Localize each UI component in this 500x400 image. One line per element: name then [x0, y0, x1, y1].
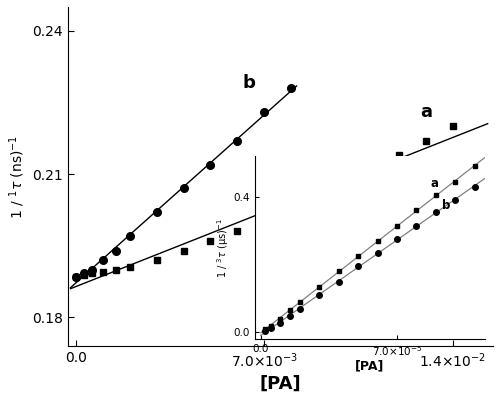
X-axis label: [PA]: [PA] — [260, 375, 302, 393]
Y-axis label: 1 / $^{1}$$\tau$ (ns)$^{-1}$: 1 / $^{1}$$\tau$ (ns)$^{-1}$ — [7, 134, 26, 218]
Text: b: b — [243, 74, 256, 92]
Text: a: a — [420, 103, 432, 121]
